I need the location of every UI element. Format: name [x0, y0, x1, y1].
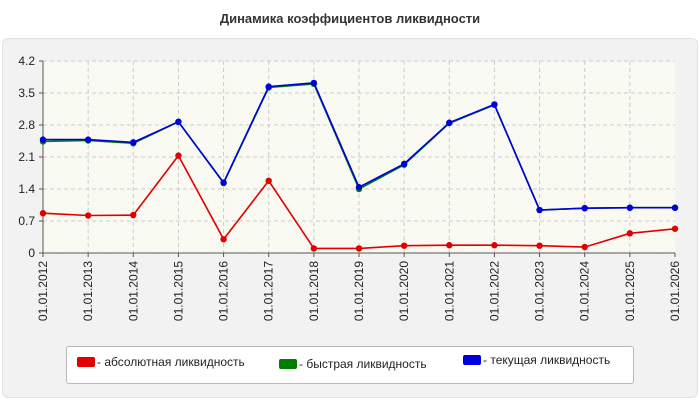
series-lines	[39, 79, 679, 252]
data-point-current	[446, 119, 453, 126]
data-point-absolute	[491, 242, 498, 249]
x-tick-label: 01.01.2022	[487, 261, 501, 321]
data-point-current	[220, 179, 227, 186]
data-point-current	[355, 183, 363, 191]
x-tick-label: 01.01.2016	[217, 261, 231, 321]
data-point-absolute	[446, 242, 453, 249]
y-tick-label: 4.2	[18, 54, 35, 68]
legend: - абсолютная ликвидность - быстрая ликви…	[66, 346, 634, 384]
x-tick-labels: 01.01.2012 01.01.2013 01.01.2014 01.01.2015…	[36, 261, 682, 321]
x-tick-label: 01.01.2012	[36, 261, 50, 321]
x-tick-label: 01.01.2021	[442, 261, 456, 321]
data-point-current	[130, 139, 137, 146]
data-point-current	[671, 204, 679, 211]
axes	[39, 60, 676, 257]
x-tick-label: 01.01.2023	[533, 261, 547, 321]
data-point-absolute	[84, 212, 92, 219]
y-tick-label: 3.5	[18, 86, 35, 100]
legend-item-current: - текущая ликвидность	[463, 353, 610, 367]
data-point-current	[310, 79, 318, 87]
x-tick-label: 01.01.2013	[81, 261, 95, 321]
y-tick-label: 2.8	[18, 118, 35, 132]
data-point-current	[84, 136, 92, 143]
data-point-current	[175, 118, 182, 126]
x-tick-label: 01.01.2020	[397, 261, 411, 321]
data-point-absolute	[175, 152, 182, 159]
data-point-absolute	[671, 225, 679, 232]
data-point-absolute	[400, 242, 408, 249]
legend-label-quick: - быстрая ликвидность	[299, 357, 427, 371]
data-point-absolute	[536, 242, 543, 249]
data-point-absolute	[310, 245, 318, 252]
data-point-absolute	[130, 211, 137, 219]
data-point-absolute	[355, 245, 363, 252]
data-point-current	[536, 206, 543, 214]
data-point-absolute	[581, 243, 588, 251]
y-tick-label: 1.4	[18, 182, 35, 196]
x-tick-label: 01.01.2026	[668, 261, 682, 321]
data-point-current	[400, 160, 408, 168]
x-tick-label: 01.01.2024	[578, 261, 592, 321]
legend-label-current: - текущая ликвидность	[483, 353, 611, 367]
legend-swatch-quick	[279, 359, 297, 369]
data-point-current	[491, 101, 498, 108]
data-point-current	[581, 205, 588, 212]
legend-label-absolute: - абсолютная ликвидность	[97, 355, 245, 369]
data-point-absolute	[39, 210, 47, 217]
data-point-current	[626, 204, 634, 211]
chart-title: Динамика коэффициентов ликвидности	[219, 11, 481, 26]
data-point-current	[39, 136, 47, 143]
y-tick-label: 0.7	[18, 214, 35, 228]
data-point-current	[265, 83, 272, 90]
x-tick-label: 01.01.2017	[262, 261, 276, 321]
x-tick-label: 01.01.2014	[126, 261, 140, 321]
y-tick-label: 2.1	[18, 150, 35, 164]
legend-item-quick: - быстрая ликвидность	[279, 357, 427, 371]
y-tick-label: 0	[28, 246, 35, 260]
data-point-absolute	[626, 230, 634, 237]
legend-swatch-absolute	[77, 357, 95, 367]
x-tick-label: 01.01.2015	[171, 261, 185, 321]
x-tick-label: 01.01.2018	[307, 261, 321, 321]
data-point-absolute	[265, 177, 272, 184]
data-point-absolute	[220, 236, 227, 243]
legend-swatch-current	[463, 355, 481, 365]
x-tick-label: 01.01.2025	[623, 261, 637, 321]
x-tick-label: 01.01.2019	[352, 261, 366, 321]
grid-lines	[43, 60, 675, 253]
y-tick-labels: 0 0.7 1.4 2.1 2.8 3.5 4.2	[18, 54, 35, 260]
legend-item-absolute: - абсолютная ликвидность	[77, 355, 245, 369]
